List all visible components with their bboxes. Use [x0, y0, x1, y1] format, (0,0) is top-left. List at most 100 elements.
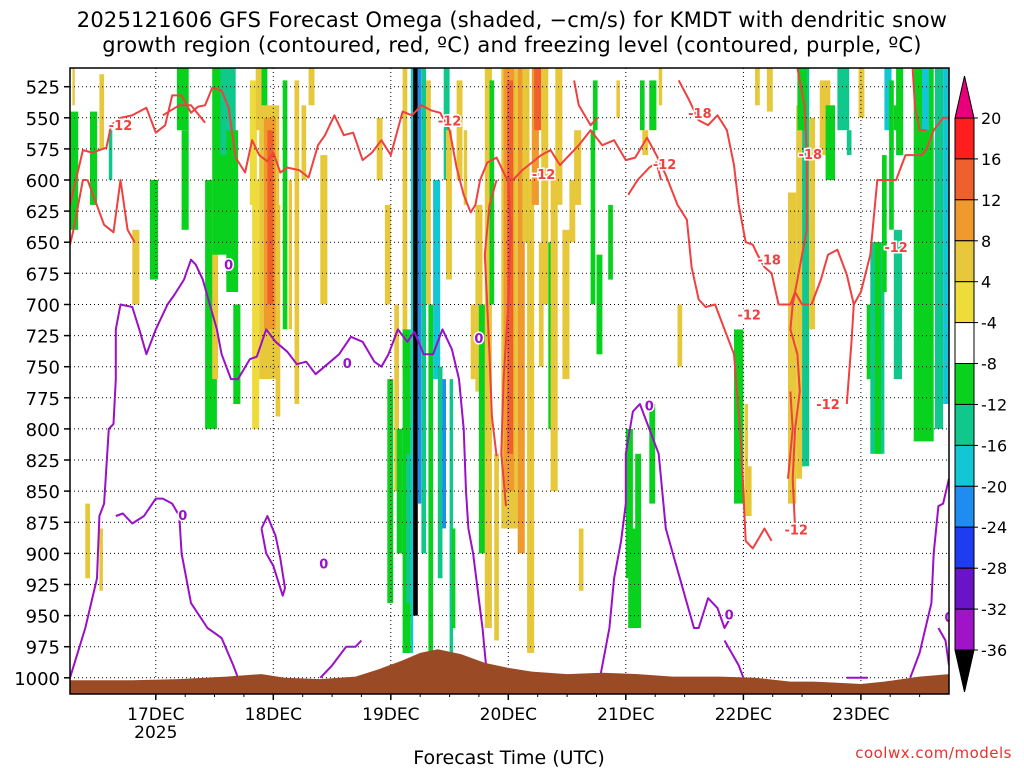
contour-label: 0 — [343, 357, 352, 372]
omega-band — [649, 80, 657, 131]
omega-band — [882, 155, 887, 292]
freezing-contour-line — [115, 497, 239, 679]
colorbar-swatch — [954, 363, 975, 405]
colorbar-label: -20 — [981, 477, 1007, 496]
y-tick-label: 525 — [26, 78, 60, 99]
colorbar-label: -32 — [981, 600, 1007, 619]
y-tick-label: 850 — [26, 482, 60, 503]
dgz-contour-line — [483, 179, 498, 457]
contour-label: -12 — [438, 114, 462, 129]
omega-band — [796, 105, 803, 479]
colorbar-swatch — [954, 526, 975, 569]
omega-band — [252, 180, 260, 429]
title-line-2: growth region (contoured, red, ºC) and f… — [102, 33, 922, 57]
colorbar-swatch — [954, 158, 975, 201]
omega-band — [802, 68, 810, 467]
omega-band — [884, 68, 892, 131]
omega-band — [625, 428, 633, 579]
colorbar-label: 20 — [981, 109, 1001, 128]
omega-band — [642, 130, 649, 156]
colorbar-label: 16 — [981, 150, 1001, 169]
dgz-contour-line — [810, 116, 949, 306]
omega-band — [541, 68, 549, 305]
omega-band — [421, 68, 427, 554]
omega-band — [255, 68, 262, 131]
omega-band — [819, 80, 831, 156]
omega-band — [494, 453, 499, 641]
omega-band — [635, 453, 642, 628]
omega-band — [788, 192, 797, 504]
omega-band — [396, 428, 403, 554]
omega-band — [70, 111, 79, 230]
chart-title: 2025121606 GFS Forecast Omega (shaded, −… — [0, 8, 1024, 58]
omega-band — [442, 379, 446, 529]
y-tick-label: 550 — [26, 109, 60, 130]
contour-label: 0 — [645, 399, 654, 414]
omega-band — [267, 130, 274, 305]
terrain-shape — [70, 649, 949, 694]
y-tick-label: 625 — [26, 202, 60, 223]
omega-shading — [70, 68, 949, 653]
credit-link[interactable]: coolwx.com/models — [855, 744, 1012, 762]
omega-band — [226, 130, 239, 292]
omega-band — [893, 229, 902, 380]
omega-band — [527, 180, 535, 653]
y-tick-label: 775 — [26, 389, 60, 410]
colorbar-label: -16 — [981, 436, 1007, 455]
omega-band — [294, 80, 300, 405]
omega-band — [475, 204, 483, 392]
omega-band — [766, 68, 773, 112]
omega-band — [797, 68, 807, 131]
omega-band — [402, 68, 408, 380]
contour-label: -12 — [653, 158, 677, 173]
omega-band — [149, 180, 159, 280]
contour-label: -12 — [884, 241, 908, 256]
omega-band — [282, 80, 288, 330]
contour-label: -18 — [688, 107, 712, 122]
omega-band — [449, 379, 454, 653]
dgz-contour-line — [677, 79, 810, 306]
contour-label: 0 — [725, 608, 734, 623]
dgz-contour-line — [845, 304, 855, 405]
colorbar-label: -4 — [981, 314, 997, 333]
y-tick-label: 950 — [26, 607, 60, 628]
omega-band — [437, 366, 443, 579]
colorbar-label: -24 — [981, 518, 1007, 537]
omega-band — [72, 68, 75, 106]
contour-label: 0 — [474, 332, 483, 347]
omega-band — [943, 68, 949, 404]
contour-lines: -12 -12 -12 -12 -18 -18 -18 -12 -12 -12 -12 0 0 0 0 0 0 0… — [70, 68, 949, 679]
colorbar-top-arrow — [954, 75, 975, 119]
omega-band — [875, 242, 881, 454]
y-tick-label: 975 — [26, 638, 60, 659]
x-year-label: 2025 — [134, 723, 177, 743]
colorbar-swatch — [954, 567, 975, 610]
colorbar-label: 12 — [981, 191, 1001, 210]
omega-band — [922, 68, 930, 131]
omega-band — [596, 254, 603, 355]
omega-band — [531, 68, 539, 205]
x-tick-label: 18DEC — [245, 705, 302, 725]
omega-band — [934, 68, 944, 429]
contour-label: -12 — [532, 168, 556, 183]
omega-band — [308, 68, 315, 106]
omega-band — [846, 130, 852, 156]
colorbar-swatch — [954, 240, 975, 283]
dgz-contour-line — [573, 80, 599, 127]
grid-lines — [70, 68, 949, 694]
omega-band — [205, 180, 217, 429]
contour-label: -12 — [109, 119, 133, 134]
freezing-contour-line — [319, 639, 363, 679]
omega-band — [90, 111, 98, 205]
omega-band — [592, 80, 598, 131]
omega-band — [837, 68, 850, 131]
y-tick-label: 800 — [26, 420, 60, 441]
omega-band — [275, 204, 281, 417]
omega-band — [451, 528, 456, 629]
omega-band — [478, 304, 488, 554]
omega-band — [489, 80, 495, 305]
omega-band — [384, 204, 391, 305]
colorbar-label: -12 — [981, 396, 1007, 415]
omega-band — [562, 229, 570, 380]
dgz-contour-line — [86, 179, 136, 243]
